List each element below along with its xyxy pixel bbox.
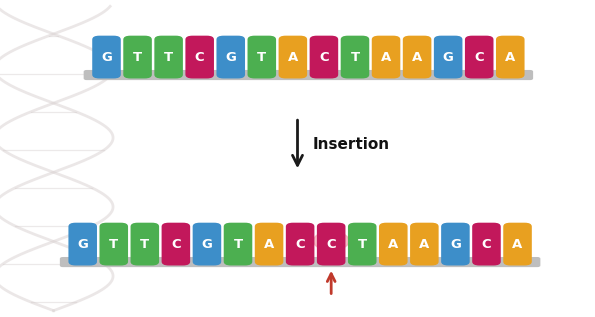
FancyBboxPatch shape: [434, 36, 462, 79]
Text: G: G: [77, 237, 88, 251]
FancyBboxPatch shape: [286, 223, 314, 266]
Text: C: C: [171, 237, 181, 251]
Text: T: T: [358, 237, 367, 251]
FancyBboxPatch shape: [348, 223, 377, 266]
FancyBboxPatch shape: [441, 223, 469, 266]
FancyBboxPatch shape: [217, 36, 245, 79]
FancyBboxPatch shape: [372, 36, 400, 79]
Text: T: T: [109, 237, 118, 251]
FancyBboxPatch shape: [99, 223, 128, 266]
FancyBboxPatch shape: [503, 223, 532, 266]
FancyBboxPatch shape: [130, 223, 159, 266]
Text: T: T: [133, 50, 142, 64]
Text: A: A: [512, 237, 522, 251]
Text: A: A: [264, 237, 274, 251]
FancyBboxPatch shape: [465, 36, 493, 79]
Text: C: C: [482, 237, 491, 251]
Text: T: T: [233, 237, 243, 251]
FancyBboxPatch shape: [162, 223, 190, 266]
FancyBboxPatch shape: [60, 257, 540, 267]
Text: A: A: [505, 50, 515, 64]
FancyBboxPatch shape: [379, 223, 408, 266]
Text: C: C: [319, 50, 328, 64]
FancyBboxPatch shape: [472, 223, 501, 266]
Text: A: A: [288, 50, 298, 64]
FancyBboxPatch shape: [341, 36, 369, 79]
FancyBboxPatch shape: [84, 70, 533, 80]
FancyBboxPatch shape: [186, 36, 214, 79]
FancyBboxPatch shape: [496, 36, 525, 79]
Circle shape: [314, 231, 349, 250]
FancyBboxPatch shape: [154, 36, 183, 79]
FancyBboxPatch shape: [68, 223, 97, 266]
FancyBboxPatch shape: [403, 36, 431, 79]
Text: A: A: [412, 50, 422, 64]
FancyBboxPatch shape: [193, 223, 221, 266]
Text: G: G: [101, 50, 112, 64]
Text: T: T: [257, 50, 267, 64]
Text: G: G: [202, 237, 212, 251]
FancyBboxPatch shape: [255, 223, 283, 266]
FancyBboxPatch shape: [317, 223, 346, 266]
FancyBboxPatch shape: [248, 36, 276, 79]
FancyBboxPatch shape: [278, 36, 307, 79]
Text: C: C: [474, 50, 484, 64]
Text: A: A: [388, 237, 399, 251]
Text: G: G: [443, 50, 453, 64]
Text: T: T: [164, 50, 173, 64]
Text: A: A: [419, 237, 430, 251]
FancyBboxPatch shape: [309, 36, 338, 79]
Text: Insertion: Insertion: [312, 137, 390, 152]
FancyBboxPatch shape: [224, 223, 252, 266]
FancyBboxPatch shape: [123, 36, 152, 79]
Text: G: G: [226, 50, 236, 64]
Text: C: C: [195, 50, 205, 64]
Text: G: G: [450, 237, 461, 251]
Text: C: C: [327, 237, 336, 251]
Text: C: C: [295, 237, 305, 251]
Text: T: T: [140, 237, 149, 251]
Text: T: T: [350, 50, 359, 64]
FancyBboxPatch shape: [92, 36, 121, 79]
FancyBboxPatch shape: [410, 223, 439, 266]
Text: A: A: [381, 50, 391, 64]
